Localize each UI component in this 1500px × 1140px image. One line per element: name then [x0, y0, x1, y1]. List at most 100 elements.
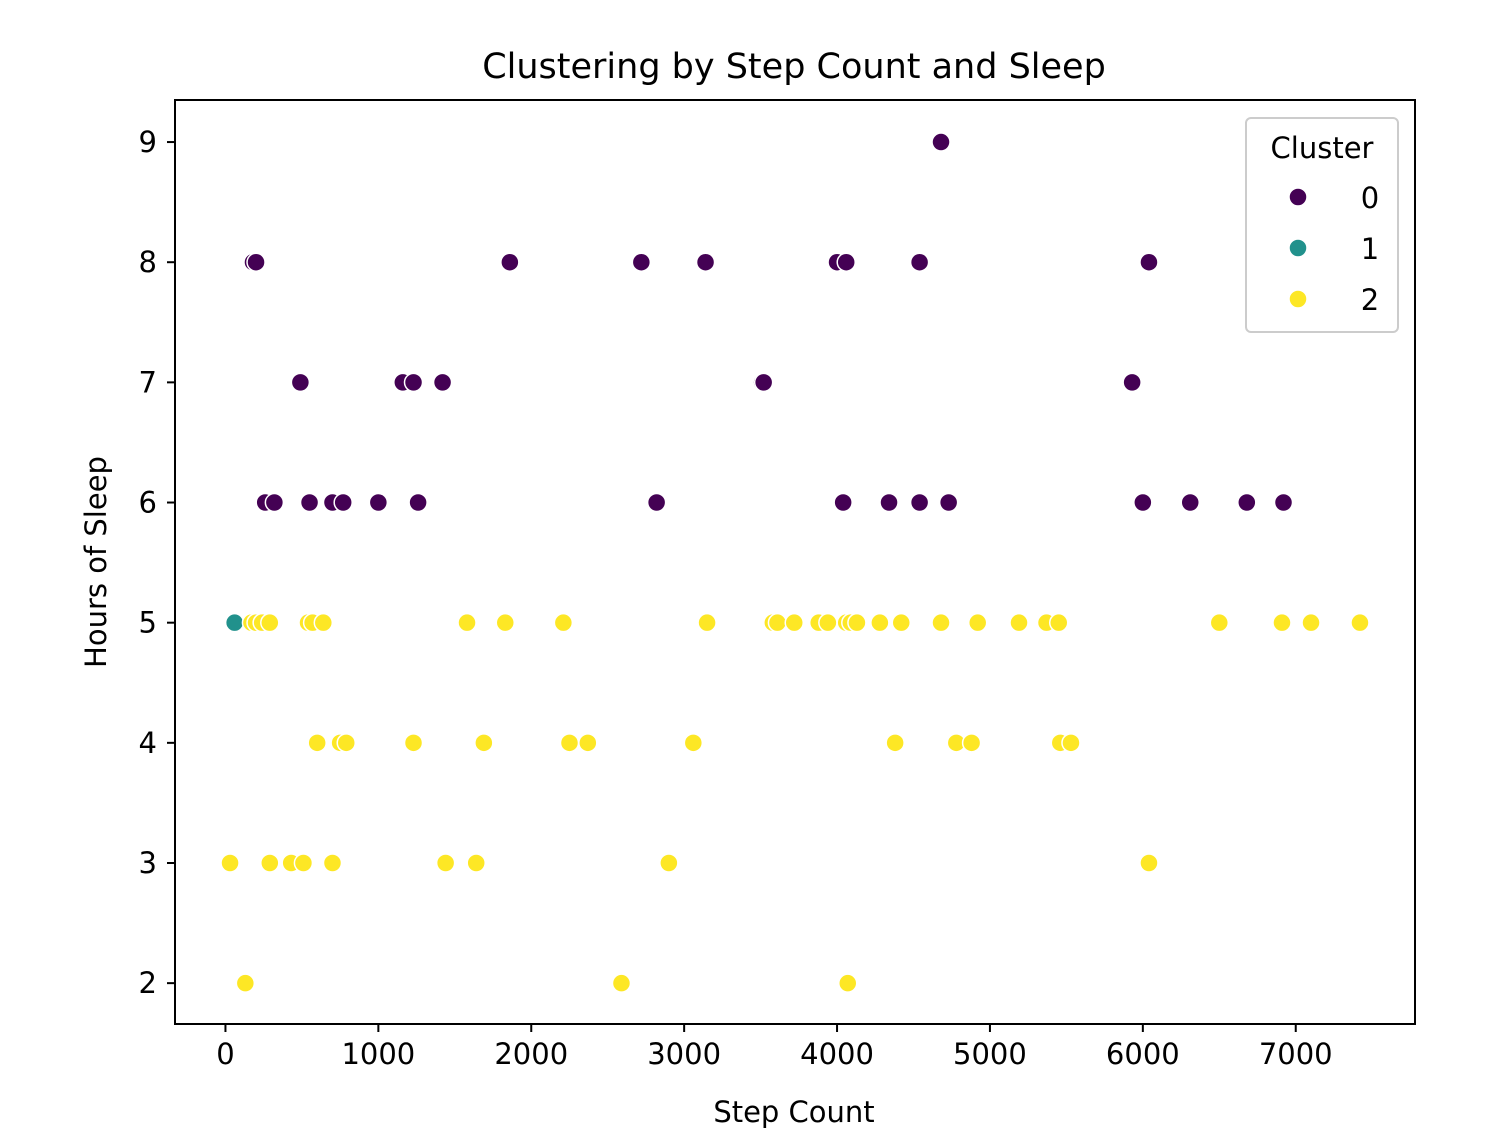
points-layer [220, 132, 1370, 993]
point-cluster-2-37 [683, 733, 704, 753]
point-cluster-1-0 [224, 612, 245, 633]
point-cluster-0-8 [1139, 252, 1159, 272]
x-tick-label: 5000 [953, 1037, 1027, 1071]
point-cluster-2-50 [659, 853, 679, 873]
point-cluster-2-54 [838, 973, 858, 993]
x-tick-label: 0 [216, 1037, 234, 1071]
point-cluster-2-43 [220, 853, 240, 873]
point-cluster-2-22 [967, 612, 988, 633]
point-cluster-0-7 [909, 252, 930, 272]
y-tick-label: 4 [139, 726, 157, 760]
point-cluster-2-29 [1350, 612, 1370, 633]
point-cluster-2-30 [307, 733, 327, 753]
point-cluster-0-16 [1122, 372, 1142, 393]
point-cluster-0-15 [753, 372, 774, 393]
point-cluster-0-10 [290, 372, 311, 393]
point-cluster-0-30 [1180, 492, 1200, 513]
x-tick-label: 4000 [800, 1037, 874, 1071]
y-axis: 2 3 4 5 6 7 8 9 [139, 125, 175, 1000]
legend-label-1: 1 [1361, 232, 1379, 266]
x-tick-label: 2000 [494, 1037, 568, 1071]
point-cluster-2-35 [559, 733, 580, 753]
point-cluster-2-23 [1009, 612, 1029, 633]
point-cluster-2-38 [885, 733, 905, 753]
point-cluster-2-13 [784, 612, 804, 633]
point-cluster-2-3 [260, 612, 280, 633]
point-cluster-2-28 [1301, 612, 1321, 633]
y-tick-label: 9 [139, 125, 157, 159]
x-axis-label: Step Count [713, 1095, 874, 1129]
point-cluster-2-36 [578, 733, 598, 753]
point-cluster-0-4 [695, 252, 716, 272]
point-cluster-2-21 [931, 612, 951, 633]
point-cluster-0-19 [299, 492, 320, 513]
point-cluster-0-9 [931, 132, 951, 152]
point-cluster-2-40 [961, 733, 982, 753]
y-tick-label: 8 [139, 245, 157, 279]
point-cluster-0-32 [1273, 492, 1294, 513]
point-cluster-2-12 [767, 612, 788, 633]
x-tick-label: 7000 [1259, 1037, 1333, 1071]
point-cluster-0-27 [909, 492, 930, 513]
point-cluster-0-24 [646, 492, 667, 513]
point-cluster-2-7 [457, 612, 477, 633]
point-cluster-2-9 [553, 612, 574, 633]
point-cluster-2-48 [435, 853, 456, 873]
point-cluster-2-27 [1272, 612, 1292, 633]
point-cluster-2-44 [260, 853, 280, 873]
point-cluster-2-20 [891, 612, 912, 633]
y-axis-label: Hours of Sleep [79, 456, 113, 668]
point-cluster-2-47 [322, 853, 343, 873]
point-cluster-0-23 [408, 492, 428, 513]
legend-marker-2 [1288, 289, 1308, 309]
legend-entries: 0 1 2 [1288, 181, 1379, 317]
legend-box [1245, 117, 1399, 333]
chart-title: Clustering by Step Count and Sleep [482, 47, 1106, 87]
plot-frame [174, 99, 1416, 1025]
point-cluster-2-26 [1209, 612, 1230, 633]
point-cluster-0-22 [368, 492, 389, 513]
point-cluster-0-3 [631, 252, 652, 272]
y-tick-label: 6 [139, 486, 157, 520]
point-cluster-2-18 [847, 612, 867, 633]
legend: Cluster 0 1 2 [1245, 117, 1399, 333]
legend-label-0: 0 [1361, 181, 1379, 215]
point-cluster-2-49 [466, 853, 486, 873]
legend-marker-0 [1288, 187, 1308, 207]
point-cluster-0-29 [1133, 492, 1153, 513]
point-cluster-2-6 [313, 612, 334, 633]
point-cluster-0-6 [836, 252, 856, 272]
point-cluster-2-10 [697, 612, 717, 633]
point-cluster-2-19 [870, 612, 890, 633]
point-cluster-0-31 [1237, 492, 1257, 513]
point-cluster-0-18 [264, 492, 285, 513]
point-cluster-0-21 [333, 492, 353, 513]
point-cluster-0-25 [833, 492, 853, 513]
x-tick-label: 3000 [647, 1037, 721, 1071]
point-cluster-2-52 [235, 973, 256, 993]
point-cluster-2-33 [403, 733, 424, 753]
point-cluster-2-46 [293, 853, 314, 873]
point-cluster-0-26 [879, 492, 899, 513]
point-cluster-2-8 [495, 612, 516, 633]
legend-marker-1 [1288, 238, 1308, 258]
y-tick-label: 2 [139, 966, 157, 1000]
y-tick-label: 5 [139, 606, 157, 640]
point-cluster-0-12 [403, 372, 424, 393]
point-cluster-2-25 [1049, 612, 1069, 633]
point-cluster-2-42 [1061, 733, 1081, 753]
x-tick-label: 6000 [1106, 1037, 1180, 1071]
y-tick-label: 7 [139, 365, 157, 399]
point-cluster-2-34 [474, 733, 494, 753]
point-cluster-0-28 [938, 492, 959, 513]
point-cluster-2-53 [611, 973, 632, 993]
x-axis: 0 1000 2000 3000 4000 5000 6000 7000 [216, 1024, 1333, 1071]
point-cluster-0-2 [500, 252, 520, 272]
point-cluster-2-32 [336, 733, 356, 753]
point-cluster-0-1 [246, 252, 266, 272]
y-tick-label: 3 [139, 846, 157, 880]
x-tick-label: 1000 [341, 1037, 415, 1071]
point-cluster-0-13 [432, 372, 453, 393]
point-cluster-2-15 [818, 612, 838, 633]
